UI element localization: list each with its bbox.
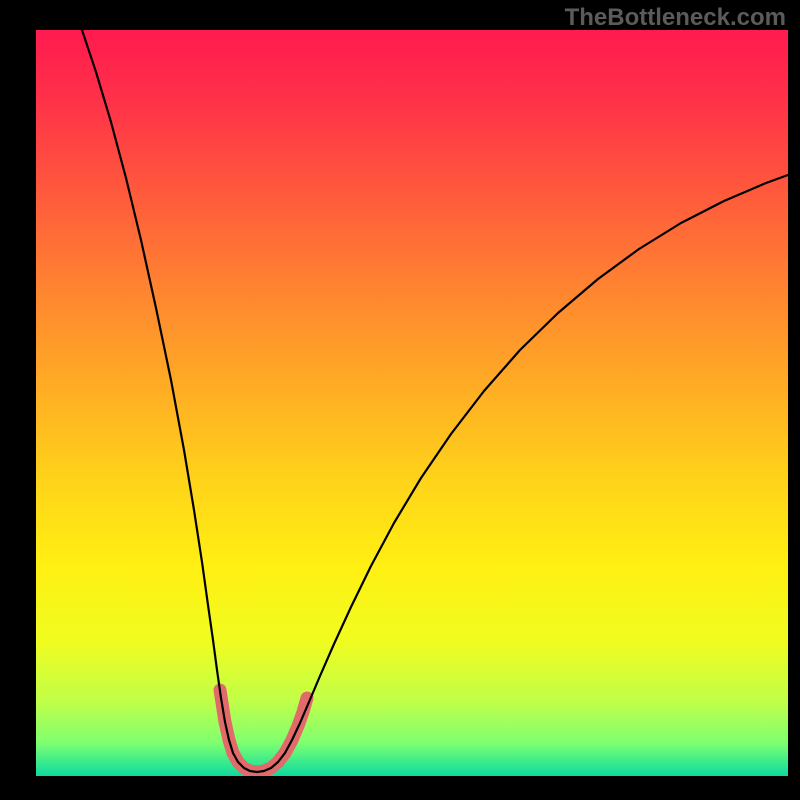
chart-plot-area — [36, 30, 788, 776]
watermark-text: TheBottleneck.com — [565, 4, 786, 32]
chart-background-gradient — [36, 30, 788, 776]
